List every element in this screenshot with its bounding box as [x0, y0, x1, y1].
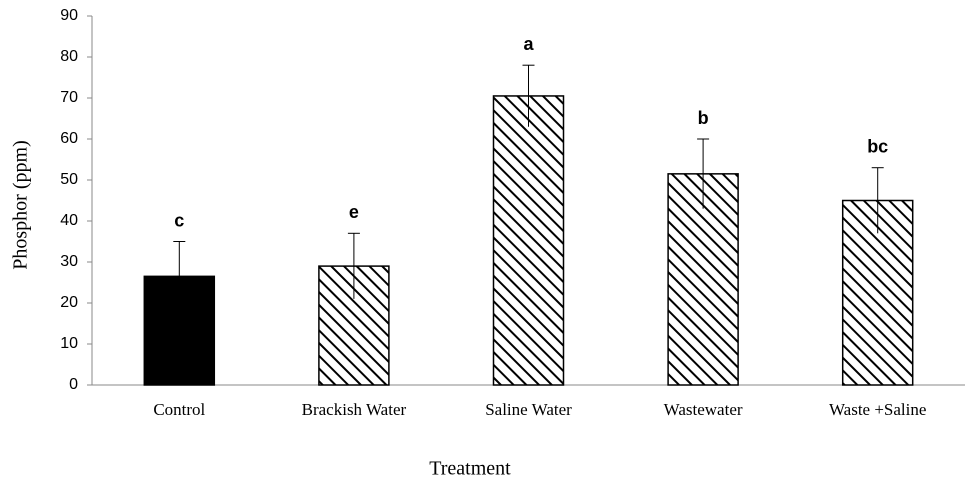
significance-letter: a — [523, 34, 534, 54]
y-tick-label: 0 — [69, 376, 78, 393]
y-tick-label: 80 — [60, 48, 78, 65]
y-tick-label: 10 — [60, 335, 78, 352]
x-tick-label: Waste +Saline — [829, 400, 926, 419]
x-tick-label: Saline Water — [485, 400, 572, 419]
x-tick-label: Brackish Water — [302, 400, 407, 419]
significance-letter: b — [698, 108, 709, 128]
y-tick-label: 60 — [60, 130, 78, 147]
y-axis-title: Phosphor (ppm) — [10, 140, 32, 269]
significance-letter: c — [174, 210, 184, 230]
bar — [841, 199, 914, 386]
significance-letter: e — [349, 202, 359, 222]
y-tick-label: 50 — [60, 171, 78, 188]
y-tick-label: 40 — [60, 212, 78, 229]
bar — [492, 95, 565, 386]
x-tick-label: Wastewater — [664, 400, 743, 419]
y-tick-label: 30 — [60, 253, 78, 270]
significance-letter: bc — [867, 136, 888, 156]
y-tick-label: 90 — [60, 7, 78, 24]
x-tick-label: Control — [153, 400, 205, 419]
y-tick-label: 70 — [60, 89, 78, 106]
y-tick-label: 20 — [60, 294, 78, 311]
x-axis-title: Treatment — [429, 458, 511, 480]
